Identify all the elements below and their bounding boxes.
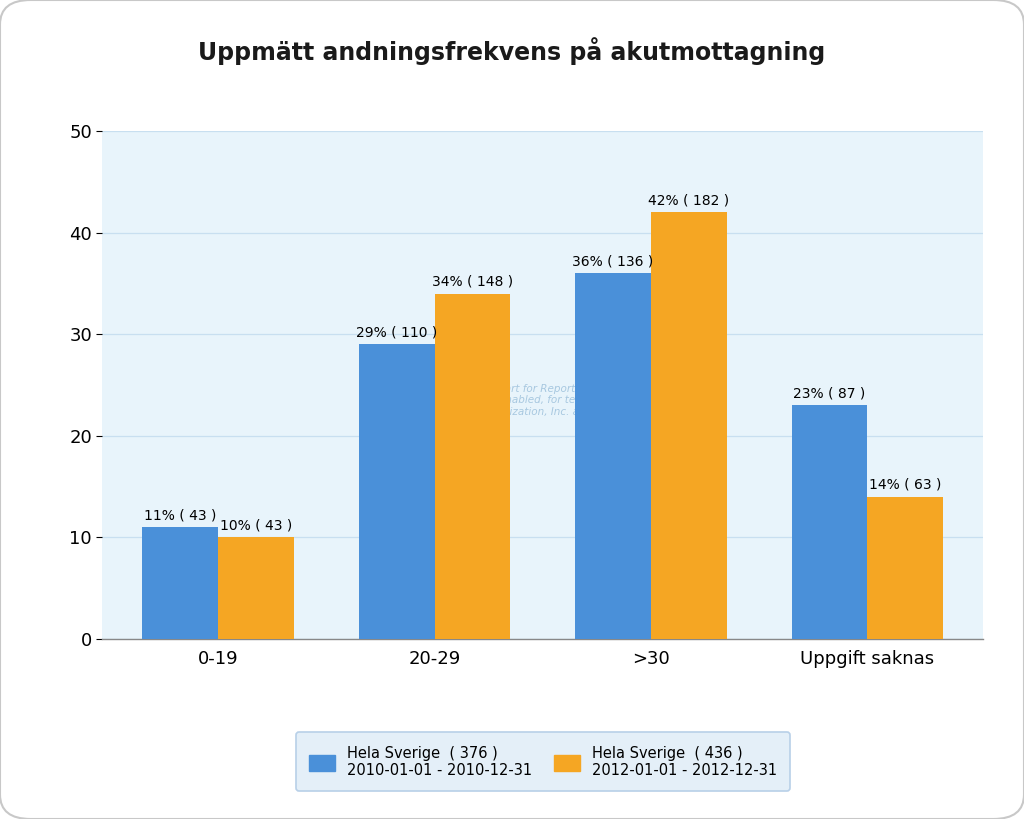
- Text: 23% ( 87 ): 23% ( 87 ): [794, 387, 865, 400]
- Text: Dundas Chart for Reporting Services
Evaluation Mode Enabled, for testing purpose: Dundas Chart for Reporting Services Eval…: [358, 383, 727, 417]
- Text: 10% ( 43 ): 10% ( 43 ): [220, 518, 292, 532]
- Legend: Hela Sverige  ( 376 )
2010-01-01 - 2010-12-31, Hela Sverige  ( 436 )
2012-01-01 : Hela Sverige ( 376 ) 2010-01-01 - 2010-1…: [296, 732, 790, 791]
- Bar: [218, 537, 294, 639]
- Text: 11% ( 43 ): 11% ( 43 ): [144, 508, 216, 522]
- Text: Uppmätt andningsfrekvens på akutmottagning: Uppmätt andningsfrekvens på akutmottagni…: [199, 37, 825, 65]
- Bar: [434, 293, 510, 639]
- Text: 34% ( 148 ): 34% ( 148 ): [432, 274, 513, 288]
- Bar: [142, 527, 218, 639]
- Bar: [792, 405, 867, 639]
- Text: 42% ( 182 ): 42% ( 182 ): [648, 193, 729, 207]
- Bar: [867, 496, 943, 639]
- Bar: [575, 274, 651, 639]
- Bar: [651, 212, 727, 639]
- Text: 29% ( 110 ): 29% ( 110 ): [356, 325, 437, 339]
- Bar: [358, 344, 434, 639]
- Text: 36% ( 136 ): 36% ( 136 ): [572, 254, 653, 268]
- Text: 14% ( 63 ): 14% ( 63 ): [869, 477, 941, 491]
